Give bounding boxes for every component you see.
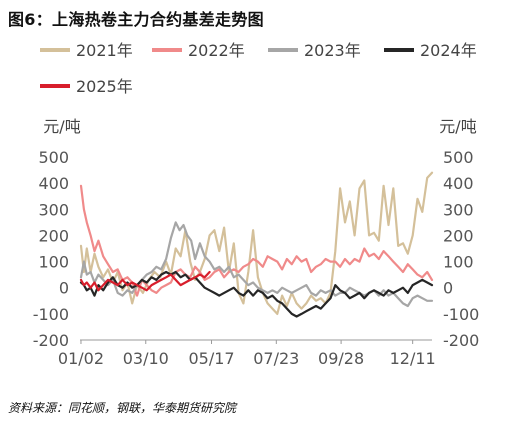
chart-title: 图6：上海热卷主力合约基差走势图: [8, 10, 264, 29]
plot-area: [79, 171, 434, 318]
legend-label-4: 2025年: [76, 77, 133, 96]
y-tick-right-0: -200: [443, 331, 479, 350]
y-tick-left-6: 400: [38, 174, 69, 193]
y-tick-right-5: 300: [443, 200, 474, 219]
y-tick-left-5: 300: [38, 200, 69, 219]
y-tick-right-6: 400: [443, 174, 474, 193]
legend-label-0: 2021年: [76, 41, 133, 60]
series-line-4: [79, 270, 211, 292]
series-line-3: [79, 270, 434, 318]
x-tick-label-4: 09/28: [318, 349, 364, 368]
legend-label-3: 2024年: [420, 41, 477, 60]
y-tick-left-1: -100: [33, 305, 69, 324]
x-tick-label-5: 12/11: [390, 349, 436, 368]
y-tick-left-0: -200: [33, 331, 69, 350]
series-line-0: [79, 171, 434, 315]
y-tick-right-3: 100: [443, 253, 474, 272]
y-unit-right: 元/吨: [439, 117, 476, 136]
y-tick-right-4: 200: [443, 226, 474, 245]
x-tick-label-2: 05/17: [188, 349, 234, 368]
y-tick-left-2: 0: [59, 279, 69, 298]
x-axis: 01/02 03/10 05/17 07/23 09/28 12/11: [58, 339, 436, 368]
y-unit-left: 元/吨: [43, 117, 80, 136]
legend-label-1: 2022年: [188, 41, 245, 60]
y-axis-left: -200 -100 0 100 200 300 400 500: [33, 148, 69, 350]
source-note: 资料来源：同花顺，钢联，华泰期货研究院: [8, 401, 237, 415]
y-tick-left-3: 100: [38, 253, 69, 272]
legend: 2021年 2022年 2023年 2024年 2025年: [40, 41, 477, 96]
y-axis-right: -200 -100 0 100 200 300 400 500: [443, 148, 479, 350]
x-tick-label-3: 07/23: [253, 349, 299, 368]
y-tick-right-1: -100: [443, 305, 479, 324]
y-tick-right-2: 0: [443, 279, 453, 298]
y-tick-right-7: 500: [443, 148, 474, 167]
legend-label-2: 2023年: [304, 41, 361, 60]
y-tick-left-7: 500: [38, 148, 69, 167]
x-tick-label-1: 03/10: [123, 349, 169, 368]
y-tick-left-4: 200: [38, 226, 69, 245]
x-tick-label-0: 01/02: [58, 349, 104, 368]
